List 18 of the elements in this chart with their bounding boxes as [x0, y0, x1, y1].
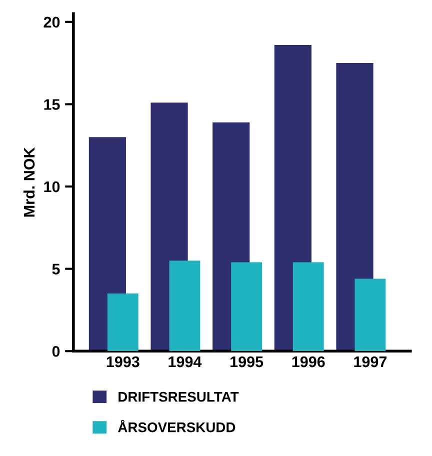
x-tick-label: 1995 [230, 356, 264, 368]
legend-label: ÅRSOVERSKUDD [118, 420, 236, 432]
bar [354, 278, 386, 352]
y-tick-label: 20 [44, 16, 60, 28]
bar [107, 294, 138, 352]
y-tick-label: 10 [44, 181, 60, 192]
x-tick-label: 1993 [106, 356, 140, 368]
bar [292, 262, 324, 352]
x-tick-label: 1997 [354, 356, 387, 368]
x-tick-label: 1994 [168, 356, 202, 368]
bar [169, 260, 200, 352]
y-axis-title: Mrd. NOK [23, 147, 35, 217]
x-tick-label: 1996 [292, 356, 325, 368]
y-tick-label: 15 [44, 99, 60, 110]
y-tick-label: 5 [52, 264, 60, 275]
bar [231, 262, 262, 352]
y-tick-label: 0 [52, 346, 60, 357]
legend-label: DRIFTSRESULTAT [118, 392, 239, 402]
